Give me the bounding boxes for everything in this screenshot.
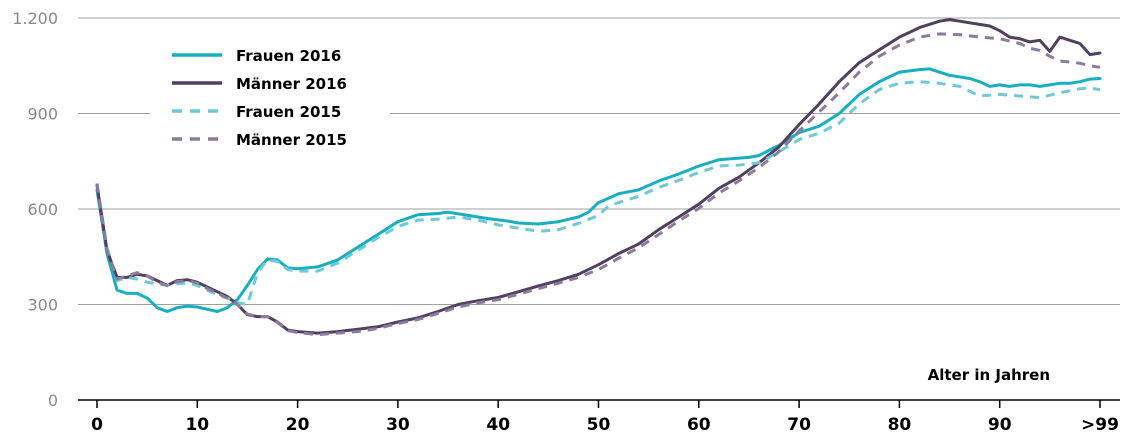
y-tick-label: 0 <box>48 391 58 410</box>
x-tick-label: 90 <box>988 415 1012 434</box>
x-tick-label: 30 <box>386 415 410 434</box>
series-line-4 <box>95 32 1101 337</box>
x-tick-label: 40 <box>486 415 510 434</box>
legend: Frauen 2016 Männer 2016 Frauen 2015 Männer … <box>150 40 390 158</box>
y-tick-label: 600 <box>27 200 58 219</box>
y-tick-label: 1.200 <box>12 9 58 28</box>
legend-label: Frauen 2016 <box>236 47 341 65</box>
x-tick-label: >99 <box>1081 415 1119 434</box>
x-tick-label: 70 <box>787 415 811 434</box>
legend-label: Männer 2015 <box>236 131 347 149</box>
x-tick-label: 50 <box>587 415 611 434</box>
series-line-3 <box>95 80 1101 306</box>
x-tick-label: 60 <box>687 415 711 434</box>
series-lines <box>95 18 1102 337</box>
legend-label: Frauen 2015 <box>236 103 341 121</box>
x-tick-label: 20 <box>286 415 310 434</box>
x-axis-label: Alter in Jahren <box>928 366 1050 384</box>
x-tick-label: 10 <box>185 415 209 434</box>
y-tick-label: 300 <box>27 296 58 315</box>
y-tick-label: 900 <box>27 105 58 124</box>
x-axis: 0 10 20 30 40 50 60 70 80 90 >99 <box>78 399 1120 434</box>
x-tick-label: 0 <box>91 415 103 434</box>
series-line-1 <box>95 67 1102 313</box>
legend-label: Männer 2016 <box>236 75 347 93</box>
y-axis-tick-labels: 0 300 600 900 1.200 <box>12 9 58 410</box>
x-tick-label: 80 <box>888 415 912 434</box>
